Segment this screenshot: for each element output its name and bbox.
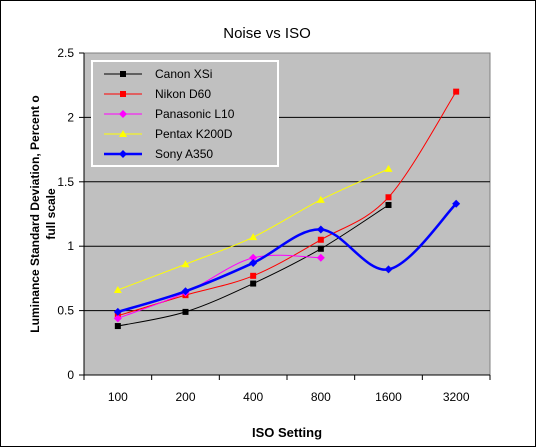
data-point — [113, 314, 122, 323]
series-canon-xsi — [114, 201, 392, 330]
data-point — [384, 164, 393, 172]
axes: 0 0.5 1 1.5 2 2.5 100 200 400 800 1600 3200 — [57, 46, 491, 404]
chart-title: Noise vs ISO — [223, 25, 311, 42]
data-point — [181, 260, 190, 268]
y-axis-label-line-2: full scale — [44, 188, 58, 240]
y-tick-label: 1.5 — [57, 175, 74, 189]
legend-label: Pentax K200D — [155, 127, 233, 141]
legend-label: Panasonic L10 — [155, 107, 235, 121]
y-tick-label: 2.5 — [57, 46, 74, 60]
y-axis-label-line-1: Luminance Standard Deviation, Percent o — [28, 95, 42, 332]
data-point — [385, 194, 392, 201]
x-tick-label: 3200 — [443, 390, 470, 404]
data-point — [113, 285, 122, 293]
data-point — [113, 307, 122, 316]
data-point — [385, 201, 392, 208]
data-point — [182, 308, 189, 315]
data-point — [249, 233, 258, 241]
grid-lines — [84, 116, 490, 312]
data-point — [452, 199, 461, 208]
data-point — [249, 258, 258, 267]
legend-swatch-marker — [120, 91, 126, 97]
y-tick-label: 2 — [67, 110, 74, 124]
data-point — [316, 253, 325, 262]
legend-label: Canon XSi — [155, 67, 212, 81]
data-point — [181, 287, 190, 296]
x-tick-label: 100 — [108, 390, 128, 404]
data-point — [250, 280, 257, 287]
series-line — [117, 254, 321, 319]
series-layer — [113, 88, 461, 330]
y-tick-label: 0 — [67, 368, 74, 382]
legend-swatch-marker — [120, 71, 126, 77]
data-point — [453, 88, 460, 95]
x-tick-label: 1600 — [375, 390, 402, 404]
data-point — [316, 225, 325, 234]
series-line — [117, 202, 458, 314]
data-point — [250, 272, 257, 279]
legend-swatch-marker — [119, 150, 127, 158]
y-tick-label: 1 — [67, 239, 74, 253]
series-panasonic-l10 — [113, 253, 325, 323]
legend-swatch-marker — [119, 130, 127, 137]
x-tick-label: 800 — [311, 390, 331, 404]
data-point — [316, 195, 325, 203]
y-tick-label: 0.5 — [57, 304, 74, 318]
data-point — [317, 245, 324, 252]
legend-swatch-marker — [119, 110, 127, 118]
data-point — [249, 253, 258, 262]
legend-label: Sony A350 — [155, 147, 213, 161]
series-pentax-k200d — [113, 164, 393, 293]
series-sony-a350 — [113, 199, 461, 316]
legend-label: Nikon D60 — [155, 87, 211, 101]
data-point — [114, 323, 121, 330]
data-point — [384, 265, 393, 274]
legend: Canon XSi Nikon D60 Panasonic L10 Pentax K2… — [91, 60, 279, 167]
x-tick-label: 400 — [243, 390, 263, 404]
x-tick-label: 200 — [175, 390, 195, 404]
data-point — [317, 236, 324, 243]
x-axis-label: ISO Setting — [252, 425, 322, 440]
